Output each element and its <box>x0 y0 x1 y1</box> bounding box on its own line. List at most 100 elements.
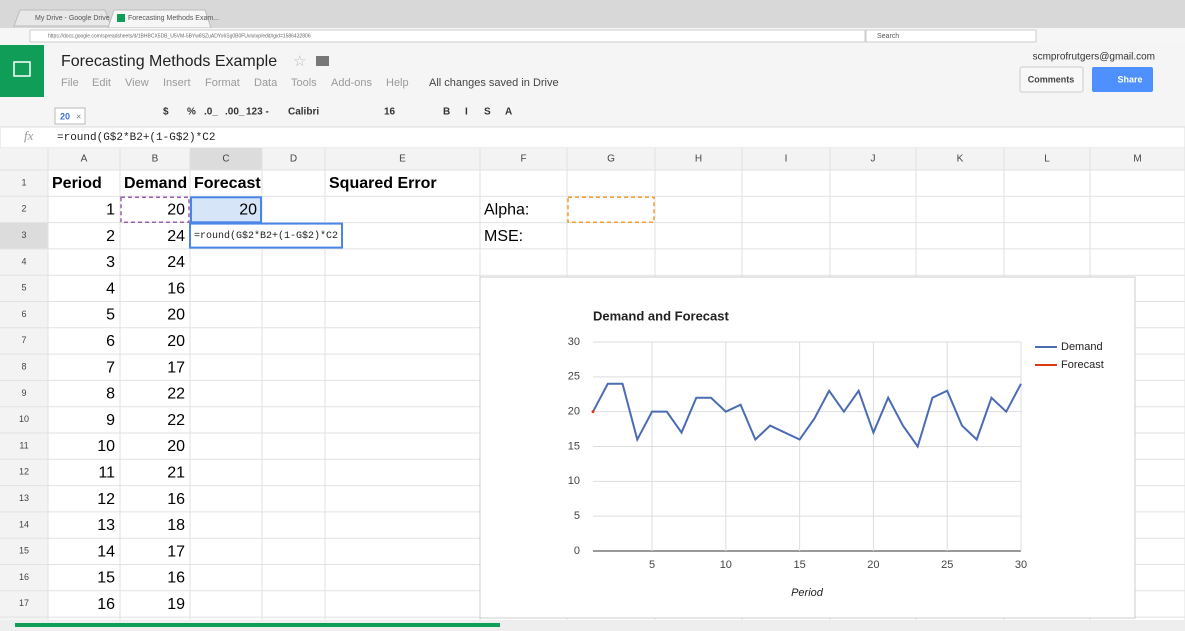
y-tick-label: 10 <box>568 475 580 487</box>
cell[interactable]: Period <box>52 175 102 192</box>
column-header: L <box>1044 154 1050 165</box>
toolbar-item[interactable]: .00_ <box>225 107 245 118</box>
menu-item[interactable]: Insert <box>163 77 191 89</box>
toolbar-item[interactable]: .0_ <box>204 107 218 118</box>
x-tick-label: 30 <box>1015 559 1027 571</box>
toolbar-item[interactable]: A <box>505 107 512 118</box>
cell[interactable]: 19 <box>167 596 185 613</box>
cell[interactable]: 20 <box>167 333 185 350</box>
cell[interactable]: Forecast <box>194 175 261 192</box>
search-field[interactable] <box>865 29 1037 43</box>
cell[interactable]: 18 <box>167 517 185 534</box>
search-placeholder: Search <box>877 33 899 40</box>
toolbar-item[interactable]: I <box>465 107 468 118</box>
tooltip-close[interactable]: × <box>76 111 81 121</box>
cell[interactable]: 7 <box>106 359 115 376</box>
row-header: 17 <box>19 598 29 608</box>
cell-editor[interactable] <box>189 222 343 249</box>
chart-title: Demand and Forecast <box>593 308 729 323</box>
cell[interactable]: 24 <box>167 228 185 245</box>
row-header: 4 <box>21 256 26 266</box>
cell[interactable]: 22 <box>167 412 185 429</box>
menu-item[interactable]: File <box>61 77 79 89</box>
cell[interactable]: 21 <box>167 465 185 482</box>
menu-item[interactable]: Add-ons <box>331 77 372 89</box>
cell[interactable]: 3 <box>106 254 115 271</box>
comments-button[interactable] <box>1019 66 1084 93</box>
cell[interactable]: 15 <box>97 570 115 587</box>
toolbar-item[interactable]: Calibri <box>288 107 319 118</box>
formula[interactable]: =round(G$2*B2+(1-G$2)*C2 <box>57 132 215 144</box>
logo-grid <box>13 61 31 77</box>
toolbar-item[interactable]: % <box>187 107 196 118</box>
legend-label: Forecast <box>1061 359 1104 371</box>
menu-item[interactable]: Help <box>386 77 409 89</box>
tooltip <box>54 107 86 125</box>
menu-item[interactable]: Tools <box>291 77 317 89</box>
series-line <box>592 382 1022 449</box>
row-header: 16 <box>19 572 29 582</box>
cell[interactable]: 20 <box>167 307 185 324</box>
doc-title[interactable]: Forecasting Methods Example <box>61 53 277 70</box>
y-tick-label: 15 <box>568 440 580 452</box>
row-header: 7 <box>21 335 26 345</box>
cell[interactable]: 16 <box>167 570 185 587</box>
column-header: C <box>222 154 229 165</box>
cell[interactable]: 20 <box>239 202 257 219</box>
url-field[interactable] <box>29 29 866 43</box>
cell[interactable]: 4 <box>106 280 115 297</box>
tab[interactable] <box>13 9 112 27</box>
cell[interactable]: 13 <box>97 517 115 534</box>
cell-editor-text: =round(G$2*B2+(1-G$2)*C2 <box>194 230 338 242</box>
cell[interactable]: 16 <box>167 491 185 508</box>
toolbar-item[interactable]: B <box>443 107 450 118</box>
menu-item[interactable]: Data <box>254 77 278 89</box>
cell[interactable]: 1 <box>106 202 115 219</box>
row-header: 14 <box>19 519 29 529</box>
menu-item[interactable]: Format <box>205 77 240 89</box>
account[interactable]: scmprofrutgers@gmail.com <box>1033 52 1155 63</box>
menu-item[interactable]: View <box>125 77 149 89</box>
legend-label: Demand <box>1061 341 1103 353</box>
cell[interactable]: 10 <box>97 438 115 455</box>
cell[interactable]: 17 <box>167 543 185 560</box>
scrollbar <box>0 620 1185 631</box>
cell[interactable]: 12 <box>97 491 115 508</box>
toolbar: $% .0_ .00_ 123 - Calibri 16 B I S A <box>163 107 512 118</box>
cell[interactable]: 20 <box>167 438 185 455</box>
cell[interactable]: Demand <box>124 175 187 192</box>
cell[interactable]: 24 <box>167 254 185 271</box>
cell[interactable]: 20 <box>167 202 185 219</box>
cell[interactable]: Squared Error <box>329 175 437 192</box>
cell[interactable]: 16 <box>167 280 185 297</box>
active-cell[interactable] <box>190 196 262 224</box>
x-axis-label: Period <box>791 587 824 599</box>
toolbar-item[interactable]: $ <box>163 107 169 118</box>
cell[interactable]: 17 <box>167 359 185 376</box>
cell[interactable]: 11 <box>98 465 115 482</box>
url: https://docs.google.com/spreadsheets/d/1… <box>48 33 311 39</box>
cell[interactable]: 8 <box>106 386 115 403</box>
y-tick-label: 20 <box>568 406 580 418</box>
cell[interactable]: 5 <box>106 307 115 324</box>
cell[interactable]: 6 <box>106 333 115 350</box>
toolbar-item[interactable]: S <box>484 107 491 118</box>
sheets-logo[interactable] <box>0 45 44 97</box>
tab-title: My Drive - Google Drive <box>35 15 110 22</box>
y-tick-label: 25 <box>568 371 580 383</box>
toolbar-item[interactable]: 16 <box>384 107 396 118</box>
cell[interactable]: Alpha: <box>484 202 529 219</box>
tab-title: Forecasting Methods Exam... <box>128 15 219 22</box>
cell[interactable]: 14 <box>97 543 115 560</box>
cell[interactable]: 9 <box>106 412 115 429</box>
share-button[interactable] <box>1092 67 1153 92</box>
cell[interactable]: 22 <box>167 386 185 403</box>
cell[interactable]: 16 <box>97 596 115 613</box>
cell[interactable]: 2 <box>106 228 115 245</box>
cell[interactable]: MSE: <box>484 228 523 245</box>
folder[interactable] <box>316 56 329 66</box>
toolbar-item[interactable]: 123 - <box>246 107 269 118</box>
star[interactable]: ☆ <box>293 53 306 70</box>
menu-item[interactable]: Edit <box>92 77 111 89</box>
